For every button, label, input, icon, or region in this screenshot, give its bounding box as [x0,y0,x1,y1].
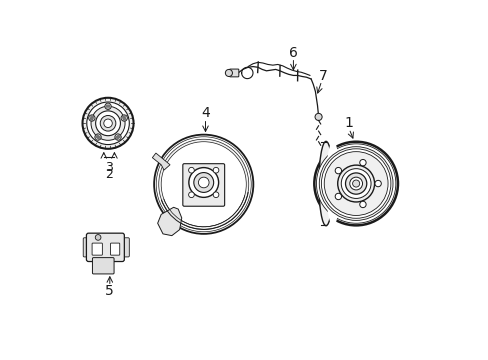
Text: 6: 6 [288,46,297,60]
Circle shape [334,193,341,200]
Circle shape [95,235,101,240]
Circle shape [314,142,397,225]
Circle shape [115,134,121,140]
Circle shape [100,116,116,131]
Circle shape [154,135,253,234]
Ellipse shape [325,141,340,226]
Circle shape [159,139,248,229]
Circle shape [213,167,219,173]
Circle shape [225,69,232,77]
Circle shape [345,173,366,194]
Circle shape [374,180,381,187]
Circle shape [314,113,322,121]
Circle shape [91,106,125,140]
Text: 7: 7 [318,69,327,83]
Circle shape [161,142,246,227]
Circle shape [324,152,387,215]
Circle shape [193,172,213,192]
Text: 5: 5 [105,284,114,298]
Text: 3: 3 [105,161,113,174]
FancyBboxPatch shape [92,258,114,274]
Circle shape [359,201,366,208]
FancyBboxPatch shape [92,243,102,255]
FancyBboxPatch shape [183,164,224,206]
Circle shape [198,177,209,188]
Circle shape [337,165,374,202]
Circle shape [96,111,120,136]
Text: 2: 2 [105,168,113,181]
Circle shape [349,177,362,190]
Circle shape [82,98,133,149]
Circle shape [103,119,112,127]
Circle shape [352,180,359,187]
FancyBboxPatch shape [86,233,124,261]
Circle shape [341,168,370,198]
Circle shape [121,115,127,121]
Circle shape [95,134,101,140]
Circle shape [334,167,341,174]
FancyBboxPatch shape [110,243,120,255]
Circle shape [188,167,194,173]
Circle shape [86,102,129,145]
Text: 4: 4 [201,106,209,120]
FancyBboxPatch shape [229,69,238,77]
FancyBboxPatch shape [121,238,129,257]
Circle shape [88,115,95,121]
Circle shape [321,149,390,218]
Polygon shape [157,207,182,236]
Circle shape [319,147,392,220]
Circle shape [213,192,219,198]
Circle shape [188,168,218,197]
Circle shape [316,144,395,223]
Circle shape [156,137,251,232]
Text: 1: 1 [344,116,353,130]
Ellipse shape [318,141,332,226]
Circle shape [104,103,111,109]
Circle shape [188,192,194,198]
Polygon shape [152,153,170,170]
FancyBboxPatch shape [83,238,91,257]
Circle shape [359,159,366,166]
